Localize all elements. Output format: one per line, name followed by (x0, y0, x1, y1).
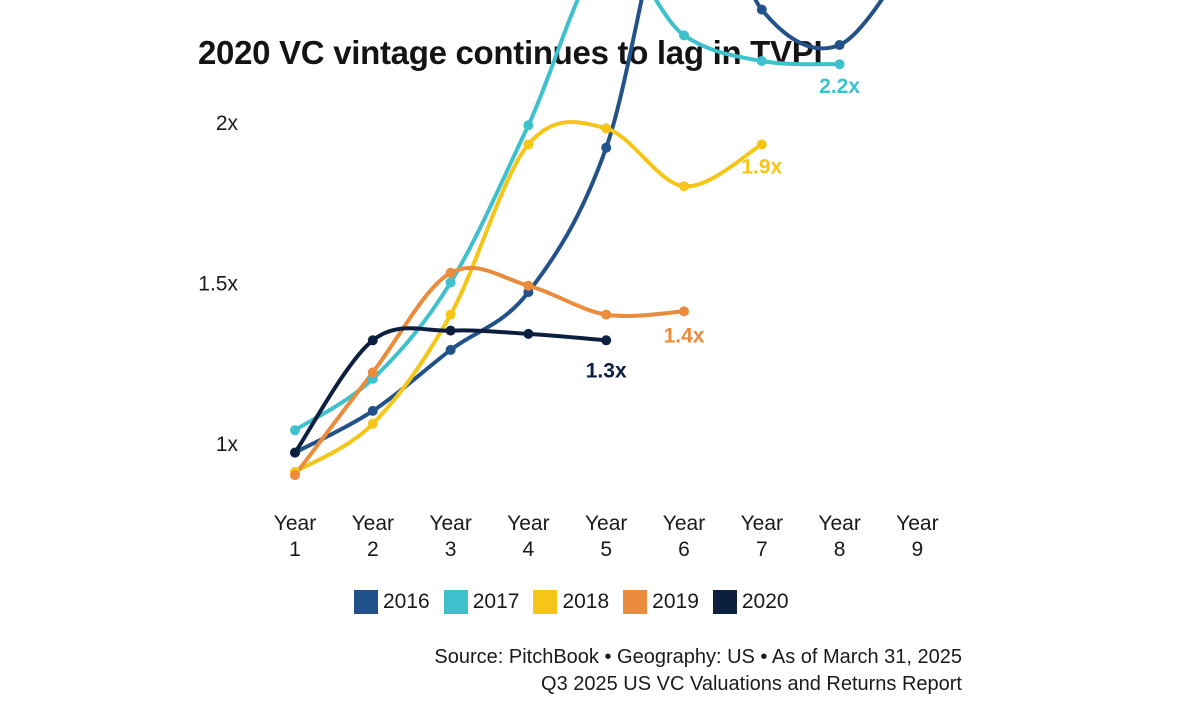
x-tick-label-3: Year 3 (429, 512, 471, 561)
x-tick-label-5: Year 5 (585, 512, 627, 561)
x-tick-label-6: Year 6 (663, 512, 705, 561)
point-2020-year-1 (290, 447, 300, 458)
point-2018-year-4 (523, 139, 534, 150)
legend-item-2019: 2019 (623, 590, 699, 614)
point-2019-year-3 (445, 267, 456, 278)
legend-item-2016: 2016 (354, 590, 430, 614)
legend-swatch-2019 (623, 590, 648, 614)
point-2019-year-2 (367, 367, 378, 378)
point-2020-year-5 (601, 335, 612, 346)
report-name: Q3 2025 US VC Valuations and Returns Rep… (541, 673, 962, 695)
legend-item-2017: 2017 (443, 590, 520, 614)
point-2019-year-6 (679, 306, 689, 317)
end-label-2019: 1.4x (664, 324, 705, 347)
series-points (290, 4, 845, 481)
series-line-2016 (293, 0, 884, 455)
x-tick-label-9: Year 9 (896, 512, 938, 561)
x-tick-label-4: Year 4 (507, 512, 549, 561)
x-axis: Year 1 Year 2 Year 3 Year 4 Year 5 Year 6 Year 7 Year 8… (274, 512, 939, 561)
point-2019-year-1 (290, 470, 300, 481)
legend-swatch-2018 (533, 590, 558, 614)
legend-label-2017: 2017 (472, 590, 520, 613)
legend-swatch-2017 (443, 590, 468, 614)
point-2017-year-3 (445, 277, 456, 288)
point-2019-year-4 (523, 280, 534, 291)
end-label-2017: 2.2x (819, 75, 860, 98)
legend-label-2020: 2020 (741, 590, 789, 613)
point-2017-year-8 (834, 59, 845, 70)
series-line-2017 (293, 0, 842, 433)
y-tick-label-1-5x: 1.5x (198, 273, 238, 296)
legend-swatch-2016 (354, 590, 378, 614)
legend-swatch-2020 (712, 590, 737, 614)
legend-item-2018: 2018 (533, 590, 609, 614)
point-2016-year-3 (445, 344, 456, 355)
point-2020-year-3 (445, 325, 456, 336)
point-2016-year-7 (756, 4, 767, 15)
point-2018-year-6 (679, 181, 689, 192)
legend-item-2020: 2020 (712, 590, 789, 614)
point-2017-year-6 (679, 30, 689, 41)
legend-label-2016: 2016 (383, 590, 430, 613)
x-tick-label-7: Year 7 (741, 512, 783, 561)
point-2020-year-4 (523, 328, 534, 339)
legend-label-2018: 2018 (562, 590, 610, 613)
point-2020-year-2 (367, 335, 378, 346)
tvpi-line-chart: 1x1.5x2x2.5x3x Year1Year2Year3Year4Year5… (198, 0, 939, 561)
point-2016-year-2 (367, 405, 378, 416)
y-axis: 1x1.5x2x2.5x3x (198, 112, 239, 456)
end-label-2020: 1.3x (586, 359, 627, 382)
source-line: Source: PitchBook • Geography: US • As o… (434, 646, 962, 668)
series-end-labels: 2.6x2.2x1.9x1.4x1.3x (586, 75, 861, 382)
point-2017-year-7 (756, 56, 767, 67)
point-2016-year-5 (601, 142, 612, 153)
y-tick-label-2x: 2x (216, 112, 239, 135)
source-note: Source: PitchBook • Geography: US • As o… (434, 644, 962, 698)
point-2019-year-5 (601, 309, 612, 320)
legend-label-2019: 2019 (652, 590, 699, 613)
point-2017-year-1 (290, 425, 300, 436)
end-label-2018: 1.9x (741, 155, 782, 178)
legend: 2016 2017 2018 2019 2020 (354, 590, 789, 614)
series-lines (293, 0, 884, 478)
point-2018-year-2 (367, 418, 378, 429)
point-2017-year-4 (523, 120, 534, 131)
point-2018-year-3 (445, 309, 456, 320)
y-tick-label-1x: 1x (216, 433, 239, 456)
x-tick-label-8: Year 8 (818, 512, 860, 561)
point-2016-year-8 (834, 39, 845, 50)
point-2018-year-7 (756, 139, 767, 150)
x-tick-label-1: Year 1 (274, 512, 316, 561)
point-2018-year-5 (601, 123, 612, 134)
x-tick-label-2: Year 2 (352, 512, 394, 561)
series-line-2020 (293, 326, 609, 455)
